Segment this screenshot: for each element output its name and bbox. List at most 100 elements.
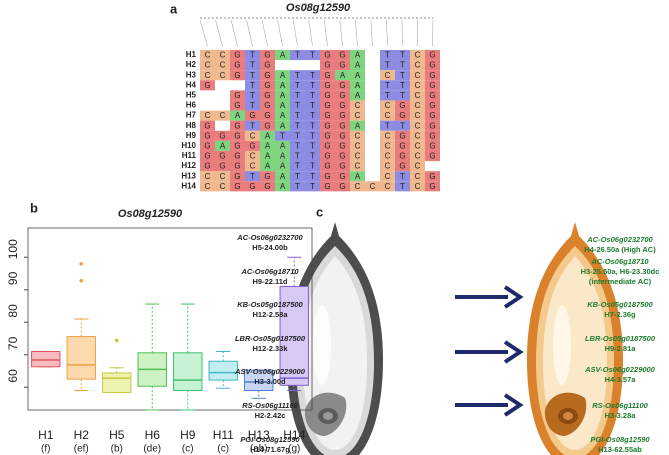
panel-label: c — [316, 204, 323, 219]
box — [279, 286, 309, 386]
base: G — [399, 101, 405, 110]
base: G — [324, 152, 330, 161]
base-cell — [320, 70, 335, 81]
base: A — [280, 142, 286, 151]
base-cell — [200, 110, 215, 121]
base-cell — [275, 80, 290, 91]
base-cell — [200, 171, 215, 182]
base: T — [310, 162, 315, 171]
base-cell — [245, 100, 260, 111]
base-cell — [290, 140, 305, 151]
base: G — [264, 81, 270, 90]
base: T — [310, 51, 315, 60]
base-cell — [305, 90, 320, 101]
base: T — [385, 91, 390, 100]
base: C — [415, 61, 421, 70]
base-cell — [215, 150, 230, 162]
base: A — [280, 182, 286, 191]
base-cell — [230, 120, 245, 131]
gene-name: AC-Os06g0232700 — [236, 233, 303, 242]
base: C — [385, 152, 391, 161]
base: C — [385, 111, 391, 120]
x-tick-label: H9 — [180, 428, 196, 442]
base-cell — [425, 181, 440, 192]
base: T — [385, 61, 390, 70]
gene-name: LBR-Os05g0187500 — [235, 334, 306, 343]
base: T — [385, 81, 390, 90]
panel-label: b — [30, 200, 38, 215]
base-cell — [260, 150, 275, 162]
base: C — [415, 182, 421, 191]
base: T — [250, 121, 255, 130]
base-cell — [230, 171, 245, 182]
base-cell — [200, 80, 215, 91]
guide-line — [323, 19, 328, 47]
base: G — [429, 81, 435, 90]
base-cell — [350, 150, 365, 162]
box — [208, 360, 238, 381]
base: G — [219, 131, 225, 140]
base: C — [385, 162, 391, 171]
base-cell — [320, 80, 335, 91]
gene-value: H9-2.81a — [605, 344, 637, 353]
base: C — [355, 182, 361, 191]
base-cell — [290, 80, 305, 91]
group-label: (c) — [217, 444, 229, 455]
base: T — [295, 131, 300, 140]
group-label: (g) — [288, 444, 300, 455]
base-cell — [410, 90, 425, 101]
guide-line — [355, 19, 358, 47]
base: G — [324, 91, 330, 100]
base-cell — [335, 49, 350, 61]
base-cell — [350, 171, 365, 182]
base: T — [400, 91, 405, 100]
base: G — [234, 172, 240, 181]
base-cell — [200, 161, 215, 172]
base: G — [399, 142, 405, 151]
base-cell — [380, 60, 395, 71]
grain-left — [287, 222, 383, 455]
row-label: H7 — [186, 111, 197, 120]
row-label: H13 — [181, 171, 196, 180]
base: G — [339, 162, 345, 171]
base-cell — [200, 150, 215, 162]
base: G — [264, 172, 270, 181]
base-cell — [290, 70, 305, 81]
base-cell — [275, 120, 290, 131]
base: C — [385, 182, 391, 191]
base-cell — [425, 90, 440, 101]
gene-value: H3-3.00d — [254, 377, 286, 386]
base: C — [385, 172, 391, 181]
base-cell — [335, 150, 350, 162]
gene-value: H13-62.55ab — [598, 445, 642, 454]
base-cell — [290, 90, 305, 101]
base: G — [249, 142, 255, 151]
base-cell — [290, 171, 305, 182]
base-cell — [335, 181, 350, 192]
base-cell — [230, 70, 245, 81]
base: T — [385, 121, 390, 130]
base: C — [385, 142, 391, 151]
guide-line — [432, 19, 434, 47]
base-cell — [410, 110, 425, 121]
base: C — [355, 152, 361, 161]
base-cell — [320, 49, 335, 61]
y-tick-label: 70 — [6, 336, 20, 350]
base-cell — [305, 140, 320, 151]
x-tick-label: H1 — [38, 428, 54, 442]
base: G — [339, 51, 345, 60]
base-cell — [260, 171, 275, 182]
gene-name: RS-Os06g11100 — [592, 401, 648, 410]
base-cell — [425, 100, 440, 111]
base: G — [429, 121, 435, 130]
base-cell — [260, 130, 275, 141]
base-cell — [230, 150, 245, 162]
base-cell — [275, 70, 290, 81]
base: G — [429, 152, 435, 161]
base: G — [324, 111, 330, 120]
base: T — [310, 81, 315, 90]
panel-label: a — [170, 1, 178, 16]
base-cell — [215, 181, 230, 192]
base: T — [295, 91, 300, 100]
gene-value: H7-2.36g — [604, 310, 636, 319]
